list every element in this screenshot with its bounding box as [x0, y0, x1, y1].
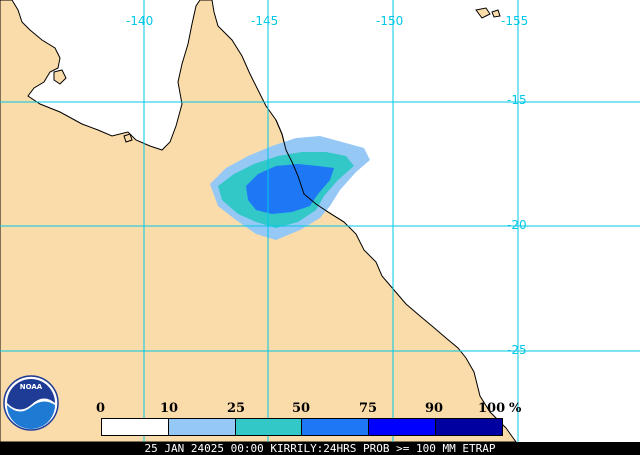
swatch-75-90: [369, 419, 437, 435]
lat-label-15: -15: [507, 93, 527, 107]
caption-bar: 25 JAN 24025 00:00 KIRRILY:24HRS PROB >=…: [0, 442, 640, 455]
scale-label-100: 100: [478, 401, 506, 416]
scale-label-25: 25: [227, 401, 246, 416]
coastline-overlay: [275, 119, 345, 223]
graticule: [0, 0, 640, 442]
island-1: [53, 69, 67, 85]
swatch-10-25: [168, 419, 236, 435]
swatch-25-50: [235, 419, 303, 435]
swatch-90-100: [436, 419, 502, 435]
scale-label-0: 0: [96, 401, 106, 416]
scale-label-90: 90: [425, 401, 444, 416]
colorbar: [101, 418, 503, 436]
lon-label-140: -140: [126, 14, 154, 28]
island-4: [123, 133, 133, 143]
noaa-logo: NOAA: [3, 375, 59, 431]
lon-label-155: -155: [501, 14, 529, 28]
logo-text: NOAA: [20, 383, 43, 391]
swatch-50-75: [302, 419, 370, 435]
lon-label-150: -150: [376, 14, 404, 28]
swatch-0-10: [102, 419, 169, 435]
scale-label-50: 50: [292, 401, 311, 416]
island-3: [491, 9, 501, 18]
logo-top: [7, 379, 55, 410]
scale-label-10: 10: [160, 401, 179, 416]
logo-bottom: [7, 401, 55, 429]
lat-label-25: -25: [507, 343, 527, 357]
island-2: [475, 7, 491, 19]
lat-label-20: -20: [507, 218, 527, 232]
scale-label-percent: %: [509, 401, 522, 416]
lon-label-145: -145: [251, 14, 279, 28]
scale-label-75: 75: [359, 401, 378, 416]
